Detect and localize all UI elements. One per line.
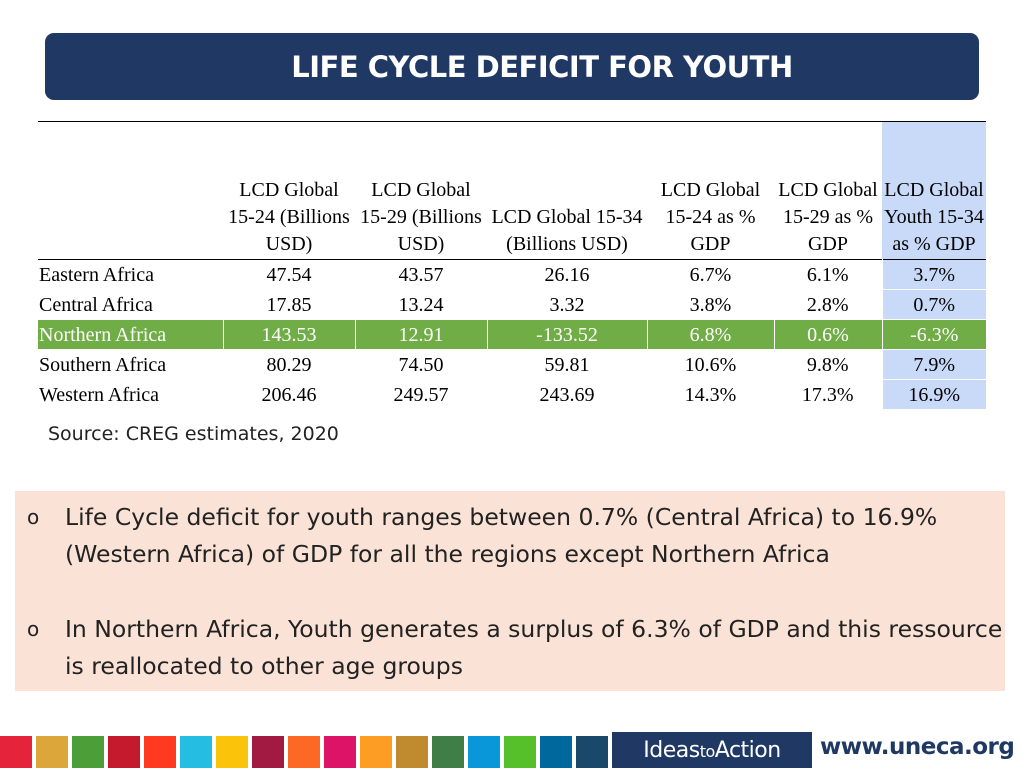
table-cell: 2.8%: [774, 290, 882, 320]
table-cell: -133.52: [487, 320, 647, 350]
source-note: Source: CREG estimates, 2020: [48, 423, 339, 445]
header-lcd-15-29-usd: LCD Global 15-29 (Billions USD): [355, 122, 487, 260]
table-row-highlighted: Northern Africa 143.53 12.91 -133.52 6.8…: [38, 320, 986, 350]
table-cell: 80.29: [223, 350, 355, 380]
table-cell: 47.54: [223, 260, 355, 290]
table-cell: 9.8%: [774, 350, 882, 380]
sdg-block: [36, 736, 68, 768]
region-cell: Western Africa: [38, 380, 223, 410]
sdg-block: [216, 736, 248, 768]
table-cell: 243.69: [487, 380, 647, 410]
sdg-block: [252, 736, 284, 768]
notes-box: o Life Cycle deficit for youth ranges be…: [15, 491, 1005, 691]
header-lcd-youth-15-34-gdp: LCD Global Youth 15-34 as % GDP: [882, 122, 986, 260]
table-cell: 26.16: [487, 260, 647, 290]
table-cell: 16.9%: [882, 380, 986, 410]
table-cell: 6.1%: [774, 260, 882, 290]
sdg-block: [144, 736, 176, 768]
table-cell: 0.6%: [774, 320, 882, 350]
table-cell: 249.57: [355, 380, 487, 410]
header-lcd-15-34-usd: LCD Global 15-34 (Billions USD): [487, 122, 647, 260]
header-region: [38, 122, 223, 260]
sdg-block: [108, 736, 140, 768]
table-cell: 14.3%: [647, 380, 774, 410]
table-cell: 3.32: [487, 290, 647, 320]
note-text: In Northern Africa, Youth generates a su…: [65, 611, 1005, 685]
table-cell: 17.85: [223, 290, 355, 320]
note-item: o Life Cycle deficit for youth ranges be…: [15, 499, 1005, 573]
logo-word-action: Action: [715, 738, 781, 763]
website-url[interactable]: www.uneca.org: [820, 734, 1014, 760]
table-cell: 59.81: [487, 350, 647, 380]
title-banner: LIFE CYCLE DEFICIT FOR YOUTH: [45, 33, 979, 100]
table-cell: 6.8%: [647, 320, 774, 350]
bullet-icon: o: [27, 611, 39, 648]
header-lcd-15-24-gdp: LCD Global 15-24 as % GDP: [647, 122, 774, 260]
footer: IdeastoAction www.uneca.org: [0, 728, 1024, 768]
table-cell: 3.8%: [647, 290, 774, 320]
table-row: Western Africa 206.46 249.57 243.69 14.3…: [38, 380, 986, 410]
sdg-block: [0, 736, 32, 768]
sdg-block: [576, 736, 608, 768]
sdg-block: [396, 736, 428, 768]
table-cell: 0.7%: [882, 290, 986, 320]
region-cell: Southern Africa: [38, 350, 223, 380]
table-cell: 7.9%: [882, 350, 986, 380]
sdg-block: [180, 736, 212, 768]
table-row: Southern Africa 80.29 74.50 59.81 10.6% …: [38, 350, 986, 380]
table-cell: 143.53: [223, 320, 355, 350]
table-cell: 206.46: [223, 380, 355, 410]
sdg-block: [360, 736, 392, 768]
sdg-block: [72, 736, 104, 768]
header-lcd-15-29-gdp: LCD Global 15-29 as % GDP: [774, 122, 882, 260]
table-row: Central Africa 17.85 13.24 3.32 3.8% 2.8…: [38, 290, 986, 320]
table-row: Eastern Africa 47.54 43.57 26.16 6.7% 6.…: [38, 260, 986, 290]
note-text: Life Cycle deficit for youth ranges betw…: [65, 499, 1005, 573]
logo-word-ideas: Ideas: [643, 738, 699, 763]
header-lcd-15-24-usd: LCD Global 15-24 (Billions USD): [223, 122, 355, 260]
table-cell: 43.57: [355, 260, 487, 290]
logo-word-to: to: [700, 742, 715, 761]
table-cell: 3.7%: [882, 260, 986, 290]
table-cell: 17.3%: [774, 380, 882, 410]
note-item: o In Northern Africa, Youth generates a …: [15, 611, 1005, 685]
region-cell: Northern Africa: [38, 320, 223, 350]
page-title: LIFE CYCLE DEFICIT FOR YOUTH: [231, 50, 792, 84]
sdg-block: [288, 736, 320, 768]
sdg-block: [324, 736, 356, 768]
sdg-block: [432, 736, 464, 768]
sdg-block: [504, 736, 536, 768]
table-header-row: LCD Global 15-24 (Billions USD) LCD Glob…: [38, 122, 986, 260]
ideas-to-action-logo: IdeastoAction: [612, 732, 812, 768]
region-cell: Eastern Africa: [38, 260, 223, 290]
table-cell: 13.24: [355, 290, 487, 320]
table-cell: 6.7%: [647, 260, 774, 290]
bullet-icon: o: [27, 499, 39, 536]
table-cell: 12.91: [355, 320, 487, 350]
table-cell: -6.3%: [882, 320, 986, 350]
sdg-block: [540, 736, 572, 768]
lcd-table: LCD Global 15-24 (Billions USD) LCD Glob…: [38, 121, 986, 410]
sdg-block: [468, 736, 500, 768]
region-cell: Central Africa: [38, 290, 223, 320]
table-cell: 74.50: [355, 350, 487, 380]
table-cell: 10.6%: [647, 350, 774, 380]
